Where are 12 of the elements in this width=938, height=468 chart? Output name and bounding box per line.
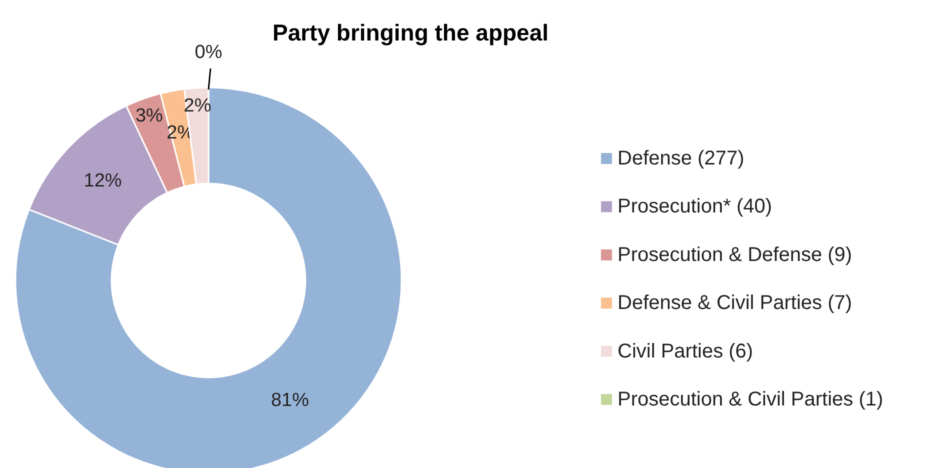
legend-label: Prosecution & Defense (9): [618, 244, 852, 266]
legend-label: Prosecution* (40): [618, 196, 772, 218]
data-label: 12%: [84, 170, 122, 192]
legend-label: Defense & Civil Parties (7): [618, 292, 852, 314]
data-label: 2%: [184, 95, 212, 116]
text: 0%: [194, 42, 222, 63]
data-label: 81%: [270, 390, 310, 411]
chart-title: Party bringing the appeal: [272, 20, 549, 46]
legend-label: Civil Parties (6): [618, 340, 754, 362]
data-label: 3%: [135, 105, 164, 126]
legend-label: Prosecution & Civil Parties (1): [618, 388, 884, 410]
legend-label: Defense (277): [618, 148, 744, 170]
